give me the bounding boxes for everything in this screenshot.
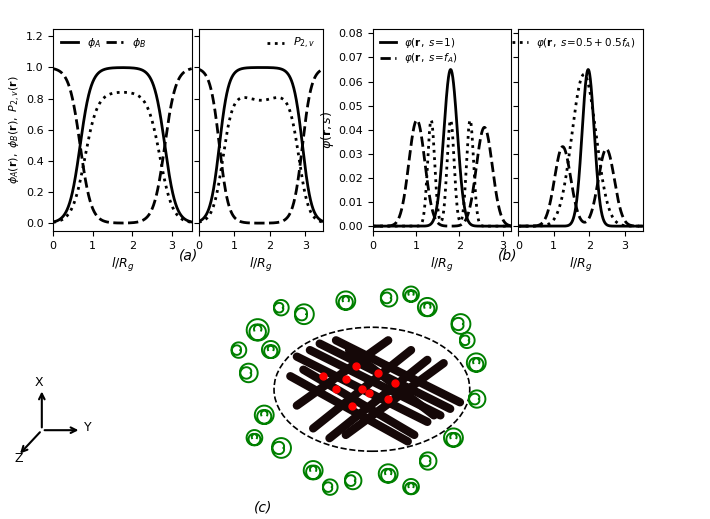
Text: Z: Z bbox=[14, 453, 23, 466]
Text: Y: Y bbox=[84, 421, 92, 434]
X-axis label: $l/R_g$: $l/R_g$ bbox=[430, 256, 454, 274]
Text: X: X bbox=[34, 376, 43, 389]
Legend: $\varphi(\mathbf{r},\ s\!=\!0.5+0.5f_A)$: $\varphi(\mathbf{r},\ s\!=\!0.5+0.5f_A)$ bbox=[508, 32, 640, 54]
Legend: $\phi_A$, $\phi_B$: $\phi_A$, $\phi_B$ bbox=[57, 32, 151, 55]
Text: (c): (c) bbox=[253, 500, 272, 514]
X-axis label: $l/R_g$: $l/R_g$ bbox=[569, 256, 592, 274]
Text: (a): (a) bbox=[178, 249, 198, 263]
X-axis label: $l/R_g$: $l/R_g$ bbox=[111, 256, 134, 274]
Legend: $\varphi(\mathbf{r},\ s\!=\!1)$, $\varphi(\mathbf{r},\ s\!=\!f_A)$: $\varphi(\mathbf{r},\ s\!=\!1)$, $\varph… bbox=[376, 32, 462, 70]
Text: (b): (b) bbox=[498, 249, 518, 263]
Y-axis label: $\phi_A(\mathbf{r}),\ \phi_B(\mathbf{r}),\ P_{2,v}(\mathbf{r})$: $\phi_A(\mathbf{r}),\ \phi_B(\mathbf{r})… bbox=[8, 75, 23, 184]
Legend: $P_{2,v}$: $P_{2,v}$ bbox=[263, 32, 320, 56]
Y-axis label: $\varphi(\mathbf{r}, s)$: $\varphi(\mathbf{r}, s)$ bbox=[319, 111, 336, 149]
X-axis label: $l/R_g$: $l/R_g$ bbox=[249, 256, 273, 274]
